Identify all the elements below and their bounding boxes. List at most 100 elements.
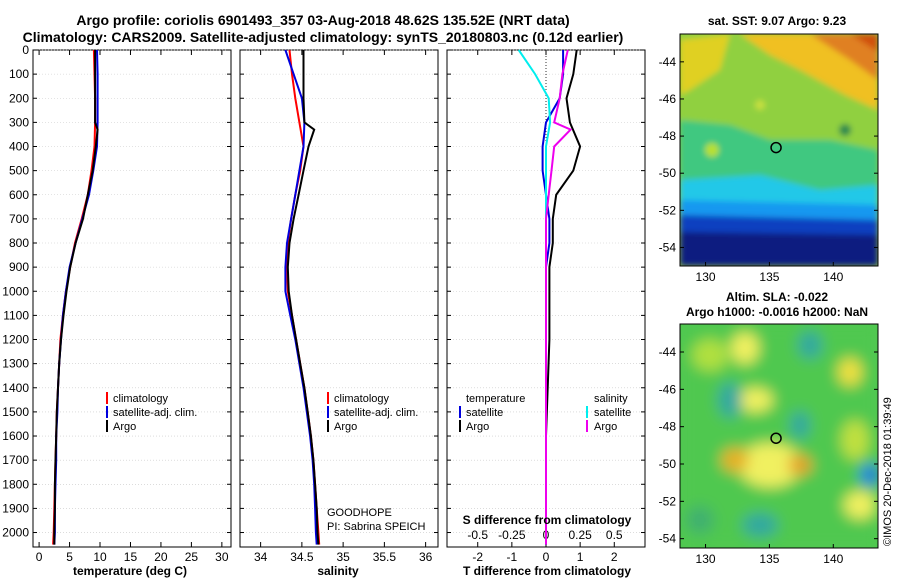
depth-tick-label: 2000 bbox=[2, 526, 29, 540]
map-y-tick-label: -50 bbox=[659, 166, 677, 180]
x-tick-label: 0 bbox=[543, 550, 550, 564]
depth-tick-label: 500 bbox=[9, 164, 29, 178]
map-y-tick-label: -48 bbox=[659, 420, 677, 434]
x-tick-label: 0 bbox=[36, 550, 43, 564]
salinity-panel-frame bbox=[239, 49, 439, 548]
sla-map-axes: 130 135 140 -44 -46 -48 -50 -52 -54 bbox=[659, 345, 878, 566]
profile-series bbox=[52, 49, 582, 545]
depth-tick-label: 400 bbox=[9, 140, 29, 154]
imos-timestamp: ©IMOS 20-Dec-2018 01:39:49 bbox=[882, 397, 894, 546]
argo-float-marker-sst bbox=[770, 141, 782, 154]
map-y-tick-label: -46 bbox=[659, 382, 677, 396]
temperature-x-label: temperature (deg C) bbox=[73, 564, 187, 578]
depth-tick-label: 0 bbox=[22, 43, 29, 57]
sst-map-axes: 130 135 140 -44 -46 -48 -50 -52 -54 bbox=[659, 55, 878, 284]
x-tick-label: -2 bbox=[472, 550, 483, 564]
sst-map-frame bbox=[679, 33, 879, 267]
map-x-tick-label: 130 bbox=[696, 270, 716, 284]
legend-label-satellite: satellite-adj. clim. bbox=[334, 407, 418, 419]
map-y-tick-label: -48 bbox=[659, 129, 677, 143]
map-y-tick-label: -44 bbox=[659, 55, 677, 69]
sla-map-title: Altim. SLA: -0.022 bbox=[726, 290, 828, 304]
sla-heatmap bbox=[680, 324, 878, 548]
depth-tick-label: 100 bbox=[9, 67, 29, 81]
x-tick-label: 15 bbox=[124, 550, 138, 564]
chart-title-line1: Argo profile: coriolis 6901493_357 03-Au… bbox=[76, 12, 569, 28]
map-x-tick-label: 140 bbox=[823, 552, 843, 566]
chart-title-line2: Climatology: CARS2009. Satellite-adjuste… bbox=[23, 29, 624, 45]
x-tick-label: 34.5 bbox=[290, 550, 314, 564]
depth-tick-label: 1700 bbox=[2, 453, 29, 467]
series-t-argo bbox=[545, 49, 582, 545]
map-x-tick-label: 135 bbox=[759, 552, 779, 566]
map-y-tick-label: -54 bbox=[659, 532, 677, 546]
legend-label-t-satellite: satellite bbox=[466, 407, 503, 419]
depth-tick-label: 600 bbox=[9, 188, 29, 202]
depth-tick-label: 1400 bbox=[2, 381, 29, 395]
depth-tick-label: 1500 bbox=[2, 405, 29, 419]
x-tick-label: 30 bbox=[215, 550, 229, 564]
map-y-tick-label: -50 bbox=[659, 457, 677, 471]
legend-label-satellite: satellite-adj. clim. bbox=[113, 407, 197, 419]
salinity-x-label: salinity bbox=[317, 564, 359, 578]
s-diff-tick-label: -0.25 bbox=[498, 528, 526, 542]
legend-label-t-argo: Argo bbox=[466, 421, 489, 433]
x-tick-label: 10 bbox=[93, 550, 107, 564]
x-tick-label: 2 bbox=[611, 550, 618, 564]
depth-tick-label: 1200 bbox=[2, 333, 29, 347]
map-y-tick-label: -52 bbox=[659, 203, 677, 217]
map-x-tick-label: 135 bbox=[759, 270, 779, 284]
legend-label-climatology: climatology bbox=[113, 393, 169, 405]
pi-name: PI: Sabrina SPEICH bbox=[327, 521, 425, 533]
x-tick-label: 34 bbox=[254, 550, 268, 564]
difference-legend-salinity: salinity satellite Argo bbox=[586, 393, 631, 433]
s-diff-tick-label: 0.5 bbox=[606, 528, 623, 542]
depth-tick-label: 1600 bbox=[2, 429, 29, 443]
map-x-tick-label: 130 bbox=[696, 552, 716, 566]
x-tick-label: 35.5 bbox=[373, 550, 397, 564]
depth-tick-label: 1100 bbox=[3, 308, 29, 322]
x-tick-label: 20 bbox=[154, 550, 168, 564]
legend-label-climatology: climatology bbox=[334, 393, 390, 405]
t-difference-x-label: T difference from climatology bbox=[463, 564, 631, 578]
series-satellite-adj-clim- bbox=[53, 49, 99, 545]
depth-tick-label: 700 bbox=[9, 212, 29, 226]
legend-label-argo: Argo bbox=[113, 421, 136, 433]
x-tick-label: -1 bbox=[507, 550, 518, 564]
legend-title-salinity: salinity bbox=[594, 393, 628, 405]
series-climatology bbox=[52, 49, 97, 545]
temperature-legend: climatology satellite-adj. clim. Argo bbox=[106, 392, 197, 433]
depth-tick-label: 800 bbox=[9, 236, 29, 250]
temperature-panel-frame bbox=[32, 49, 232, 548]
s-diff-tick-label: 0.25 bbox=[568, 528, 592, 542]
x-tick-label: 1 bbox=[577, 550, 584, 564]
depth-tick-label: 300 bbox=[9, 115, 29, 129]
s-difference-label: S difference from climatology bbox=[463, 513, 632, 527]
x-tick-label: 35 bbox=[336, 550, 350, 564]
legend-label-s-satellite: satellite bbox=[594, 407, 631, 419]
map-y-tick-label: -52 bbox=[659, 494, 677, 508]
map-y-tick-label: -54 bbox=[659, 240, 677, 254]
x-tick-label: 5 bbox=[66, 550, 73, 564]
difference-legend-temperature: temperature satellite Argo bbox=[459, 393, 525, 433]
depth-tick-label: 1900 bbox=[2, 501, 29, 515]
project-name: GOODHOPE bbox=[327, 507, 392, 519]
depth-tick-label: 1800 bbox=[2, 477, 29, 491]
map-y-tick-label: -44 bbox=[659, 345, 677, 359]
series-s-argo bbox=[545, 49, 573, 545]
depth-tick-label: 1300 bbox=[2, 357, 29, 371]
depth-gridlines bbox=[33, 49, 645, 547]
sla-map-frame bbox=[679, 323, 879, 549]
series-argo bbox=[286, 50, 320, 545]
depth-tick-label: 1000 bbox=[2, 284, 29, 298]
legend-label-argo: Argo bbox=[334, 421, 357, 433]
salinity-legend: climatology satellite-adj. clim. Argo bbox=[327, 392, 418, 433]
depth-tick-label: 900 bbox=[9, 260, 29, 274]
x-tick-label: 36 bbox=[419, 550, 433, 564]
depth-tick-label: 200 bbox=[9, 91, 29, 105]
s-diff-tick-label: -0.5 bbox=[467, 528, 488, 542]
map-y-tick-label: -46 bbox=[659, 92, 677, 106]
map-x-tick-label: 140 bbox=[823, 270, 843, 284]
x-tick-label: 25 bbox=[185, 550, 199, 564]
